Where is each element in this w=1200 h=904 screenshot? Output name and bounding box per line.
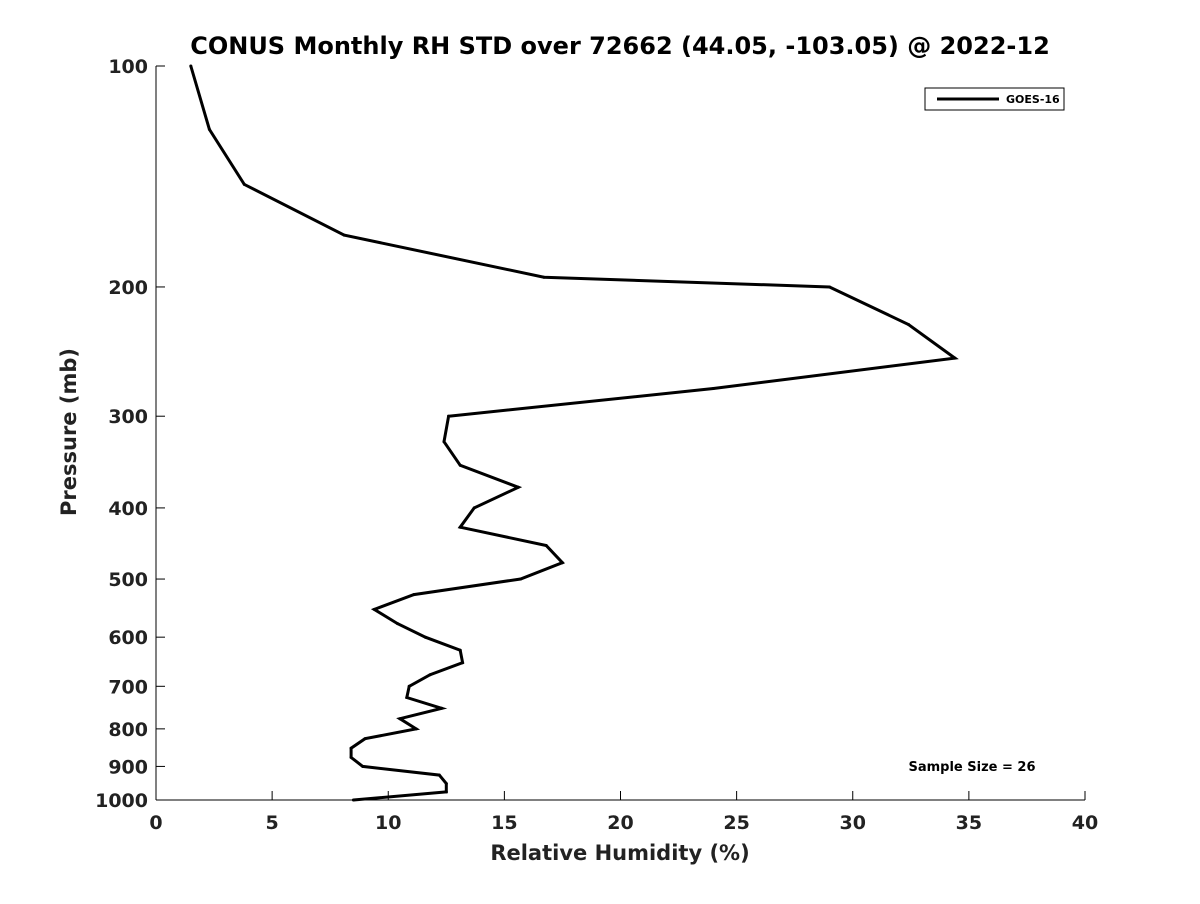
- data-point: [405, 696, 409, 699]
- data-point: [461, 661, 465, 665]
- y-tick-label: 700: [108, 676, 148, 698]
- y-tick-label: 1000: [95, 790, 148, 812]
- data-point: [907, 323, 910, 326]
- y-tick-label: 600: [108, 627, 148, 649]
- data-point: [458, 648, 462, 652]
- data-point: [437, 773, 441, 777]
- data-point: [542, 275, 546, 279]
- data-point: [519, 577, 523, 581]
- data-point: [440, 706, 444, 710]
- x-axis-label: Relative Humidity (%): [490, 841, 749, 865]
- x-tick-label: 20: [607, 812, 633, 834]
- sample-size-annotation: Sample Size = 26: [908, 760, 1035, 775]
- data-point: [458, 525, 462, 529]
- y-tick-label: 500: [108, 569, 148, 591]
- data-point: [472, 506, 476, 510]
- data-point: [349, 755, 353, 759]
- y-axis-label: Pressure (mb): [57, 348, 81, 516]
- data-point: [953, 356, 957, 360]
- data-point: [207, 127, 211, 131]
- y-tick-label: 200: [108, 277, 148, 299]
- data-point: [363, 737, 367, 741]
- data-point: [828, 285, 831, 289]
- series-group: [189, 64, 959, 802]
- data-point: [242, 182, 246, 186]
- data-point: [711, 387, 715, 390]
- x-tick-label: 10: [375, 812, 401, 834]
- x-ticks: 0 5 10 15 20 25 30 35 40: [149, 791, 1098, 834]
- x-tick-label: 15: [491, 812, 517, 834]
- data-point: [349, 746, 353, 750]
- data-point: [560, 561, 564, 565]
- x-tick-label: 40: [1072, 812, 1098, 834]
- legend-label: GOES-16: [1006, 93, 1060, 106]
- data-point: [423, 635, 427, 639]
- y-tick-label: 100: [108, 56, 148, 78]
- data-point: [458, 463, 462, 467]
- y-ticks: 100 200 300 400 500 600 700 800 900 1000: [95, 56, 165, 812]
- data-point: [396, 622, 399, 626]
- y-tick-label: 300: [108, 406, 148, 428]
- y-tick-label: 400: [108, 498, 148, 520]
- data-point: [189, 64, 193, 68]
- x-tick-label: 0: [149, 812, 162, 834]
- data-point: [428, 673, 432, 677]
- y-tick-label: 900: [108, 756, 148, 778]
- x-tick-label: 30: [840, 812, 866, 834]
- data-point: [361, 764, 365, 768]
- data-point: [351, 798, 355, 802]
- data-point: [447, 414, 451, 418]
- data-point: [516, 485, 520, 489]
- data-point: [412, 593, 416, 597]
- series-line-0: [189, 65, 959, 802]
- data-point: [398, 717, 402, 721]
- chart-title: CONUS Monthly RH STD over 72662 (44.05, …: [190, 32, 1050, 60]
- axes: [155, 66, 1085, 801]
- data-point: [372, 607, 376, 611]
- data-point: [442, 440, 446, 444]
- x-tick-label: 5: [266, 812, 279, 834]
- data-point: [544, 544, 548, 547]
- data-point: [414, 727, 418, 731]
- data-point: [444, 782, 448, 786]
- data-point: [407, 684, 411, 688]
- x-tick-label: 25: [723, 812, 749, 834]
- y-tick-label: 800: [108, 719, 148, 741]
- data-point: [342, 233, 346, 237]
- x-tick-label: 35: [956, 812, 982, 834]
- data-point: [444, 790, 448, 794]
- legend: GOES-16: [924, 87, 1065, 111]
